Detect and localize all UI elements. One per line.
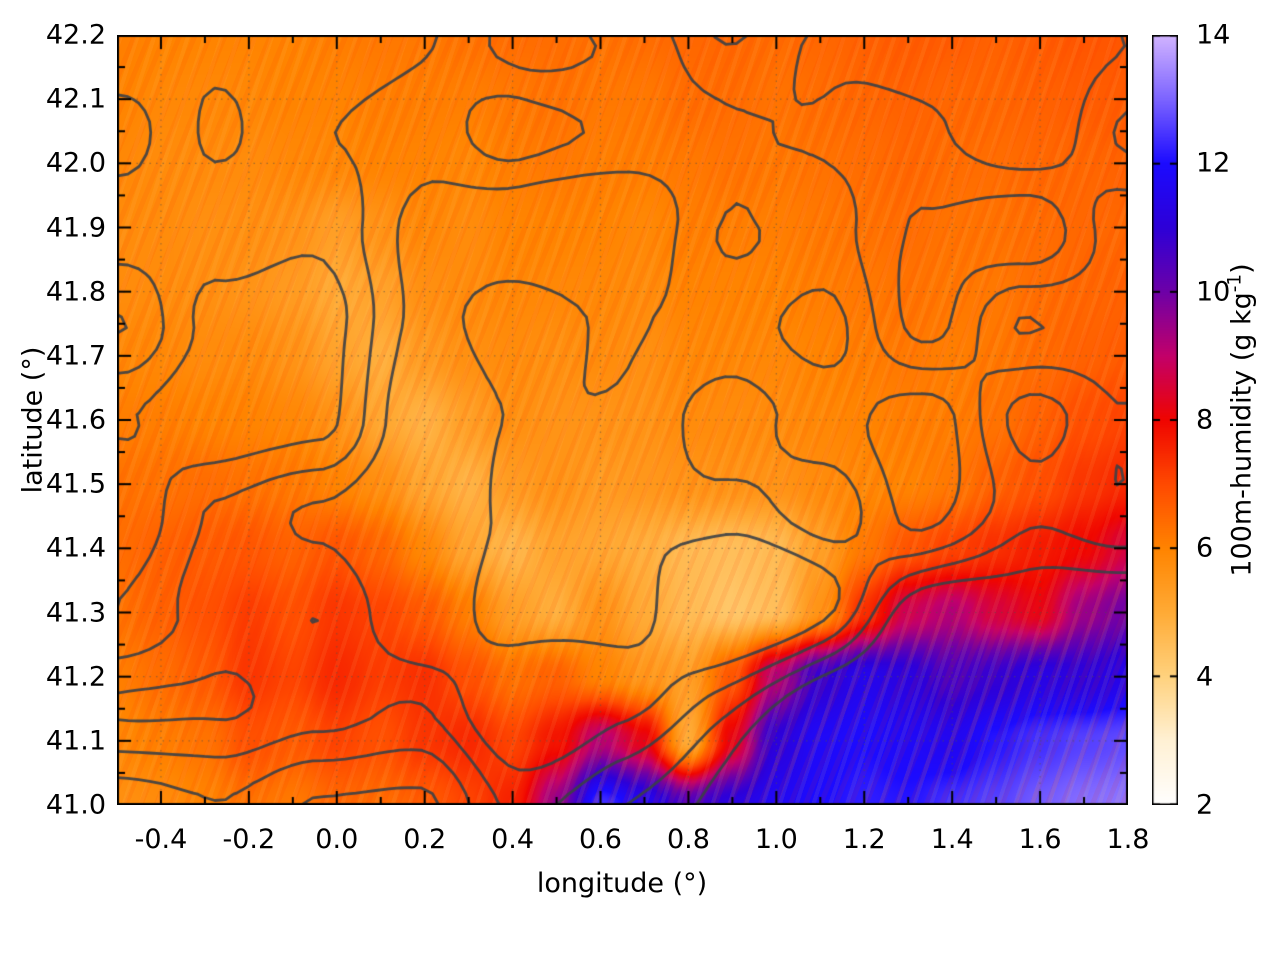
colorbar-tick-label: 10 (1196, 276, 1231, 308)
y-tick-label: 41.8 (45, 276, 106, 308)
y-tick-label: 42.1 (45, 83, 106, 115)
x-tick-label: 0.8 (666, 824, 710, 855)
colorbar-label-text: 100m-humidity (g kg (1226, 292, 1258, 577)
x-tick-label: 1.4 (930, 824, 974, 855)
colorbar-gradient (1152, 35, 1178, 805)
contour-canvas (117, 35, 1128, 805)
y-tick-label: 41.5 (45, 468, 106, 500)
x-tick-label: 1.0 (754, 824, 798, 855)
colorbar-tick-label: 8 (1196, 404, 1214, 436)
colorbar-tick-label: 2 (1196, 789, 1214, 821)
y-axis-label: latitude (°) (17, 346, 49, 494)
y-tick-label: 41.4 (45, 532, 106, 564)
colorbar-tick-label: 12 (1196, 147, 1231, 179)
x-tick-label: 1.8 (1106, 824, 1150, 855)
colorbar-tick-label: 6 (1196, 532, 1214, 564)
x-axis-label: longitude (°) (536, 868, 708, 899)
x-tick-label: -0.4 (134, 824, 188, 855)
x-tick-label: 0.2 (403, 824, 447, 855)
colorbar-tick-label: 14 (1196, 19, 1231, 51)
colorbar-label: 100m-humidity (g kg-1) (1225, 263, 1258, 576)
y-tick-label: 41.7 (45, 340, 106, 372)
y-tick-label: 41.3 (45, 597, 106, 628)
y-tick-label: 42.2 (45, 19, 106, 51)
x-tick-label: -0.2 (222, 824, 276, 855)
y-tick-label: 41.6 (45, 404, 106, 436)
colorbar-tick-label: 4 (1196, 661, 1214, 693)
y-tick-label: 41.9 (45, 212, 106, 243)
y-tick-label: 41.0 (45, 789, 106, 821)
x-tick-label: 1.6 (1018, 824, 1062, 855)
y-tick-label: 42.0 (45, 147, 106, 179)
y-tick-label: 41.2 (45, 661, 106, 693)
x-tick-label: 0.6 (579, 824, 622, 855)
x-tick-label: 1.2 (842, 824, 886, 855)
y-tick-label: 41.1 (45, 725, 106, 757)
x-tick-label: 0.4 (491, 824, 535, 855)
colorbar-label-close: ) (1226, 263, 1258, 274)
x-tick-label: 0.0 (315, 824, 359, 855)
